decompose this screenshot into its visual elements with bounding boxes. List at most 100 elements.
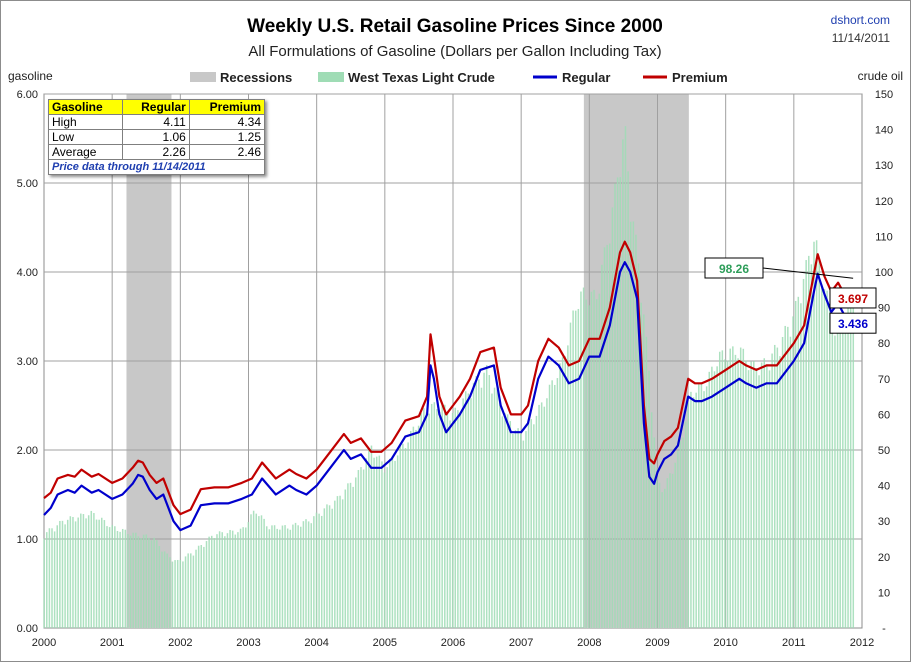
crude-oil-bar [540,402,543,628]
crude-oil-bar [637,263,640,628]
crude-oil-bar [614,183,616,628]
crude-oil-bar [692,397,695,628]
crude-oil-bar [402,443,404,628]
crude-oil-bar [619,177,621,628]
crude-oil-bar [339,495,341,628]
crude-oil-bar [158,546,161,628]
crude-oil-bar [679,441,682,628]
crude-oil-bar [365,458,367,628]
crude-oil-bar [784,325,786,628]
crude-oil-bar [200,545,203,628]
right-axis-tick-label: 100 [875,267,893,279]
crude-oil-bar [297,525,299,628]
crude-oil-bar [375,456,378,628]
crude-oil-bar [480,387,483,628]
left-axis-tick-label: 0.00 [17,623,38,635]
legend-regular-label: Regular [562,70,610,85]
crude-oil-bar [404,448,407,628]
crude-oil-bar [509,421,512,628]
crude-oil-bar [527,421,530,628]
crude-oil-bar [836,323,839,628]
crude-oil-bar [517,428,519,628]
crude-oil-bar [116,530,119,628]
crude-oil-bar [789,336,792,628]
right-axis-tick-label: 150 [875,89,893,101]
crude-oil-bar [535,415,538,628]
crude-oil-bar [61,520,64,628]
crude-oil-bar [190,553,192,628]
crude-oil-bar [629,221,632,628]
crude-oil-bar [417,425,420,628]
crude-oil-bar [522,440,525,628]
crude-oil-bar [488,375,491,628]
crude-oil-bar [176,559,179,628]
crude-oil-bar [323,508,326,628]
crude-oil-bar [184,556,187,628]
crude-oil-bar [169,557,171,628]
crude-oil-bar [533,424,535,628]
stats-header-gasoline: Gasoline [47,99,124,115]
crude-oil-bar [818,257,820,628]
crude-oil-bar [543,406,546,628]
crude-oil-bar [250,514,252,628]
crude-oil-bar [66,519,69,628]
crude-oil-bar [658,482,661,628]
crude-oil-bar [171,561,174,628]
crude-oil-bar [436,409,438,628]
crude-oil-bar [74,521,77,628]
crude-oil-bar [800,303,802,628]
crude-oil-bar [140,538,142,628]
crude-oil-bar [582,287,585,628]
crude-oil-bar [766,364,768,628]
crude-oil-bar [588,305,590,628]
left-axis-tick-label: 4.00 [17,267,38,279]
crude-oil-bar [593,289,595,628]
crude-oil-bar [514,430,517,628]
crude-oil-bar [739,347,742,628]
crude-oil-bar [839,322,841,628]
right-axis-tick-label: 10 [878,587,890,599]
stats-regular-value: 4.11 [122,114,190,130]
crude-oil-bar [441,404,443,628]
crude-oil-bar [69,516,72,628]
crude-oil-bar [129,535,132,628]
crude-callout-box [704,257,764,279]
crude-oil-bar [344,489,347,628]
crude-oil-bar [467,393,470,628]
crude-oil-bar [145,534,148,628]
crude-oil-bar [221,532,223,628]
stats-note-row: Price data through 11/14/2011 [48,159,265,175]
crude-oil-bar [808,255,810,628]
x-axis-tick-label: 2009 [645,637,669,649]
crude-oil-bar [478,379,480,628]
crude-oil-bar [428,413,430,628]
crude-oil-bar [355,477,357,628]
crude-oil-bar [286,528,289,628]
crude-oil-bar [669,473,671,628]
x-axis-tick-label: 2001 [100,637,124,649]
crude-oil-bar [108,527,111,628]
crude-oil-bar [273,525,276,628]
crude-oil-bar [260,515,263,628]
crude-oil-bar [569,322,572,628]
crude-oil-bar [598,293,601,628]
crude-oil-bar [745,360,747,628]
source-label: dshort.com [831,13,890,27]
crude-oil-bar [294,522,297,628]
crude-oil-bar [640,302,642,628]
crude-oil-bar [59,520,61,628]
crude-oil-bar [695,392,697,628]
crude-oil-bar [472,382,475,628]
crude-oil-bar [661,492,663,628]
stats-table: Gasoline Regular Premium High 4.11 4.34 … [47,99,266,175]
crude-oil-bar [318,513,320,628]
crude-oil-bar [252,510,255,628]
crude-oil-bar [464,391,467,628]
stats-label: High [47,114,124,130]
crude-oil-bar [834,335,836,628]
stats-regular-value: 2.26 [122,144,190,160]
crude-oil-bar [347,483,349,628]
crude-oil-bar [493,387,496,628]
regular-callout-box [829,312,877,334]
stats-header-premium: Premium [188,99,266,115]
